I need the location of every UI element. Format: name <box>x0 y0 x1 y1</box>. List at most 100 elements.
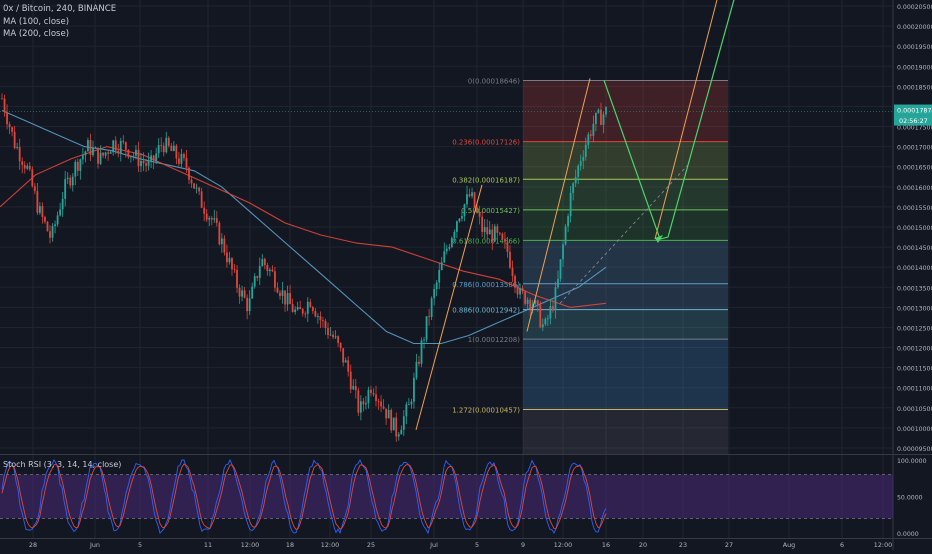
candle-body <box>509 251 511 268</box>
candle-body <box>132 155 135 157</box>
candle-body <box>589 134 592 136</box>
candle-body <box>92 148 94 156</box>
candle-body <box>418 361 420 364</box>
candle-body <box>258 266 261 278</box>
candle-body <box>185 157 188 168</box>
time-tick-label: 12:00 <box>241 541 259 549</box>
candle-body <box>594 112 597 124</box>
fib-level-label: 0.382(0.00016187) <box>452 176 520 184</box>
price-tick-label: 0.00009500 <box>897 446 932 453</box>
candle-body <box>104 152 107 156</box>
candle-body <box>415 361 418 378</box>
candle-body <box>554 287 557 311</box>
candle-body <box>213 218 216 220</box>
candle-body <box>289 293 292 305</box>
price-tick-label: 0.00012500 <box>897 325 932 332</box>
candle-body <box>203 207 206 214</box>
fibonacci-retracement[interactable]: 0(0.00018646) 0.236(0.00017126) 0.382(0.00… <box>452 78 728 454</box>
candle-body <box>301 309 304 314</box>
candle-body <box>56 215 59 225</box>
candle-body <box>109 152 112 154</box>
price-tick-label: 0.00014000 <box>897 265 932 272</box>
candle-body <box>461 215 463 219</box>
candle-body <box>243 290 246 298</box>
ma200-legend[interactable]: MA (200, close) <box>3 29 70 39</box>
candle-body <box>33 186 36 192</box>
candle-body <box>296 307 299 310</box>
fib-level-label: 0.236(0.00017126) <box>452 139 520 147</box>
candle-body <box>18 147 21 162</box>
candle-body <box>21 161 24 165</box>
candle-body <box>271 269 274 272</box>
candle-body <box>157 145 160 154</box>
time-tick-label: Jul <box>429 541 438 549</box>
candle-body <box>433 289 436 299</box>
fib-level-label: 0.786(0.00013586) <box>452 281 520 289</box>
projection-path-green <box>603 0 735 240</box>
candle-body <box>135 149 137 156</box>
arrow-head-icon <box>655 235 663 243</box>
candle-body <box>44 216 46 222</box>
candle-body <box>64 179 67 199</box>
candle-body <box>286 293 289 305</box>
candle-body <box>478 212 481 217</box>
candle-body <box>172 145 175 152</box>
candle-body <box>342 348 345 363</box>
time-tick-label: 9 <box>521 541 525 549</box>
symbol-legend[interactable]: 0x / Bitcoin, 240, BINANCE <box>3 4 117 14</box>
candle-body <box>284 290 286 305</box>
candle-body <box>145 163 147 166</box>
candle-body <box>483 227 486 232</box>
candle-body <box>309 301 312 308</box>
candle-body <box>8 124 11 128</box>
candle-body <box>122 140 125 143</box>
stoch-rsi-legend[interactable]: Stoch RSI (3, 3, 14, 14, close) <box>3 460 122 469</box>
time-axis[interactable]: 28 Jun 5 11 12:00 18 12:00 25 Jul 5 9 12:00 16 20 23 27… <box>29 541 892 549</box>
candle-body <box>549 306 552 319</box>
candle-body <box>521 288 524 292</box>
moving-averages <box>0 109 607 345</box>
candle-body <box>178 158 180 164</box>
price-tick-label: 0.00013000 <box>897 305 932 312</box>
candles <box>1 93 607 442</box>
candle-body <box>498 232 501 234</box>
candle-body <box>3 98 6 113</box>
candle-body <box>140 160 142 167</box>
candle-body <box>453 231 456 238</box>
stoch-tick-label: 100.0000 <box>897 458 927 465</box>
trend-line-orange <box>526 78 591 332</box>
candle-body <box>107 152 110 154</box>
candle-body <box>600 109 602 125</box>
candle-body <box>152 155 155 161</box>
candle-body <box>114 140 117 151</box>
candle-body <box>382 406 385 409</box>
candle-body <box>410 401 413 405</box>
candle-body <box>450 237 453 248</box>
candle-body <box>327 327 329 336</box>
time-tick-label: 12:00 <box>874 541 892 549</box>
candle-body <box>311 307 314 312</box>
candle-body <box>473 192 476 208</box>
candle-body <box>137 149 140 167</box>
candle-body <box>294 309 297 313</box>
candle-body <box>69 177 72 186</box>
candle-body <box>362 401 365 405</box>
candle-body <box>188 167 190 180</box>
candle-body <box>102 152 104 156</box>
trend-drawings[interactable] <box>415 0 735 431</box>
candle-body <box>31 169 34 187</box>
candle-body <box>142 160 145 164</box>
candle-body <box>299 307 302 310</box>
stoch-rsi-pane[interactable]: 100.0000 50.0000 0.0000 <box>0 458 927 538</box>
candle-body <box>220 238 223 245</box>
candle-body <box>281 290 284 296</box>
candle-body <box>147 160 150 166</box>
price-tick-label: 0.00017000 <box>897 145 932 152</box>
candle-body <box>248 298 251 312</box>
ma100-legend[interactable]: MA (100, close) <box>3 17 70 27</box>
trend-line-orange <box>415 184 483 431</box>
